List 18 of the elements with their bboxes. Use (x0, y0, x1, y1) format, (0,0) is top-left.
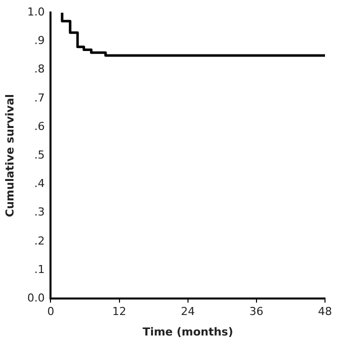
y-tick-label: .7 (34, 91, 45, 104)
x-tick-label: 12 (112, 305, 126, 318)
y-tick-label: .9 (34, 34, 45, 48)
x-axis-title: Time (months) (142, 325, 234, 338)
x-tick-label: 36 (249, 305, 264, 318)
y-tick-label: .1 (34, 262, 45, 276)
x-tick-label: 24 (180, 305, 195, 318)
y-axis-title: Cumulative survival (3, 94, 16, 218)
y-tick-label: .2 (34, 234, 45, 248)
y-tick-label: .8 (34, 62, 45, 76)
y-tick-label: 1.0 (27, 5, 45, 18)
y-tick-label: .3 (34, 206, 45, 219)
x-tick-label: 48 (318, 305, 332, 318)
x-tick-label: 0 (47, 305, 54, 318)
y-tick-label: 0.0 (27, 291, 45, 304)
y-tick-label: .4 (34, 177, 45, 190)
y-tick-label: .6 (34, 120, 45, 133)
y-tick-label: .5 (34, 148, 45, 162)
